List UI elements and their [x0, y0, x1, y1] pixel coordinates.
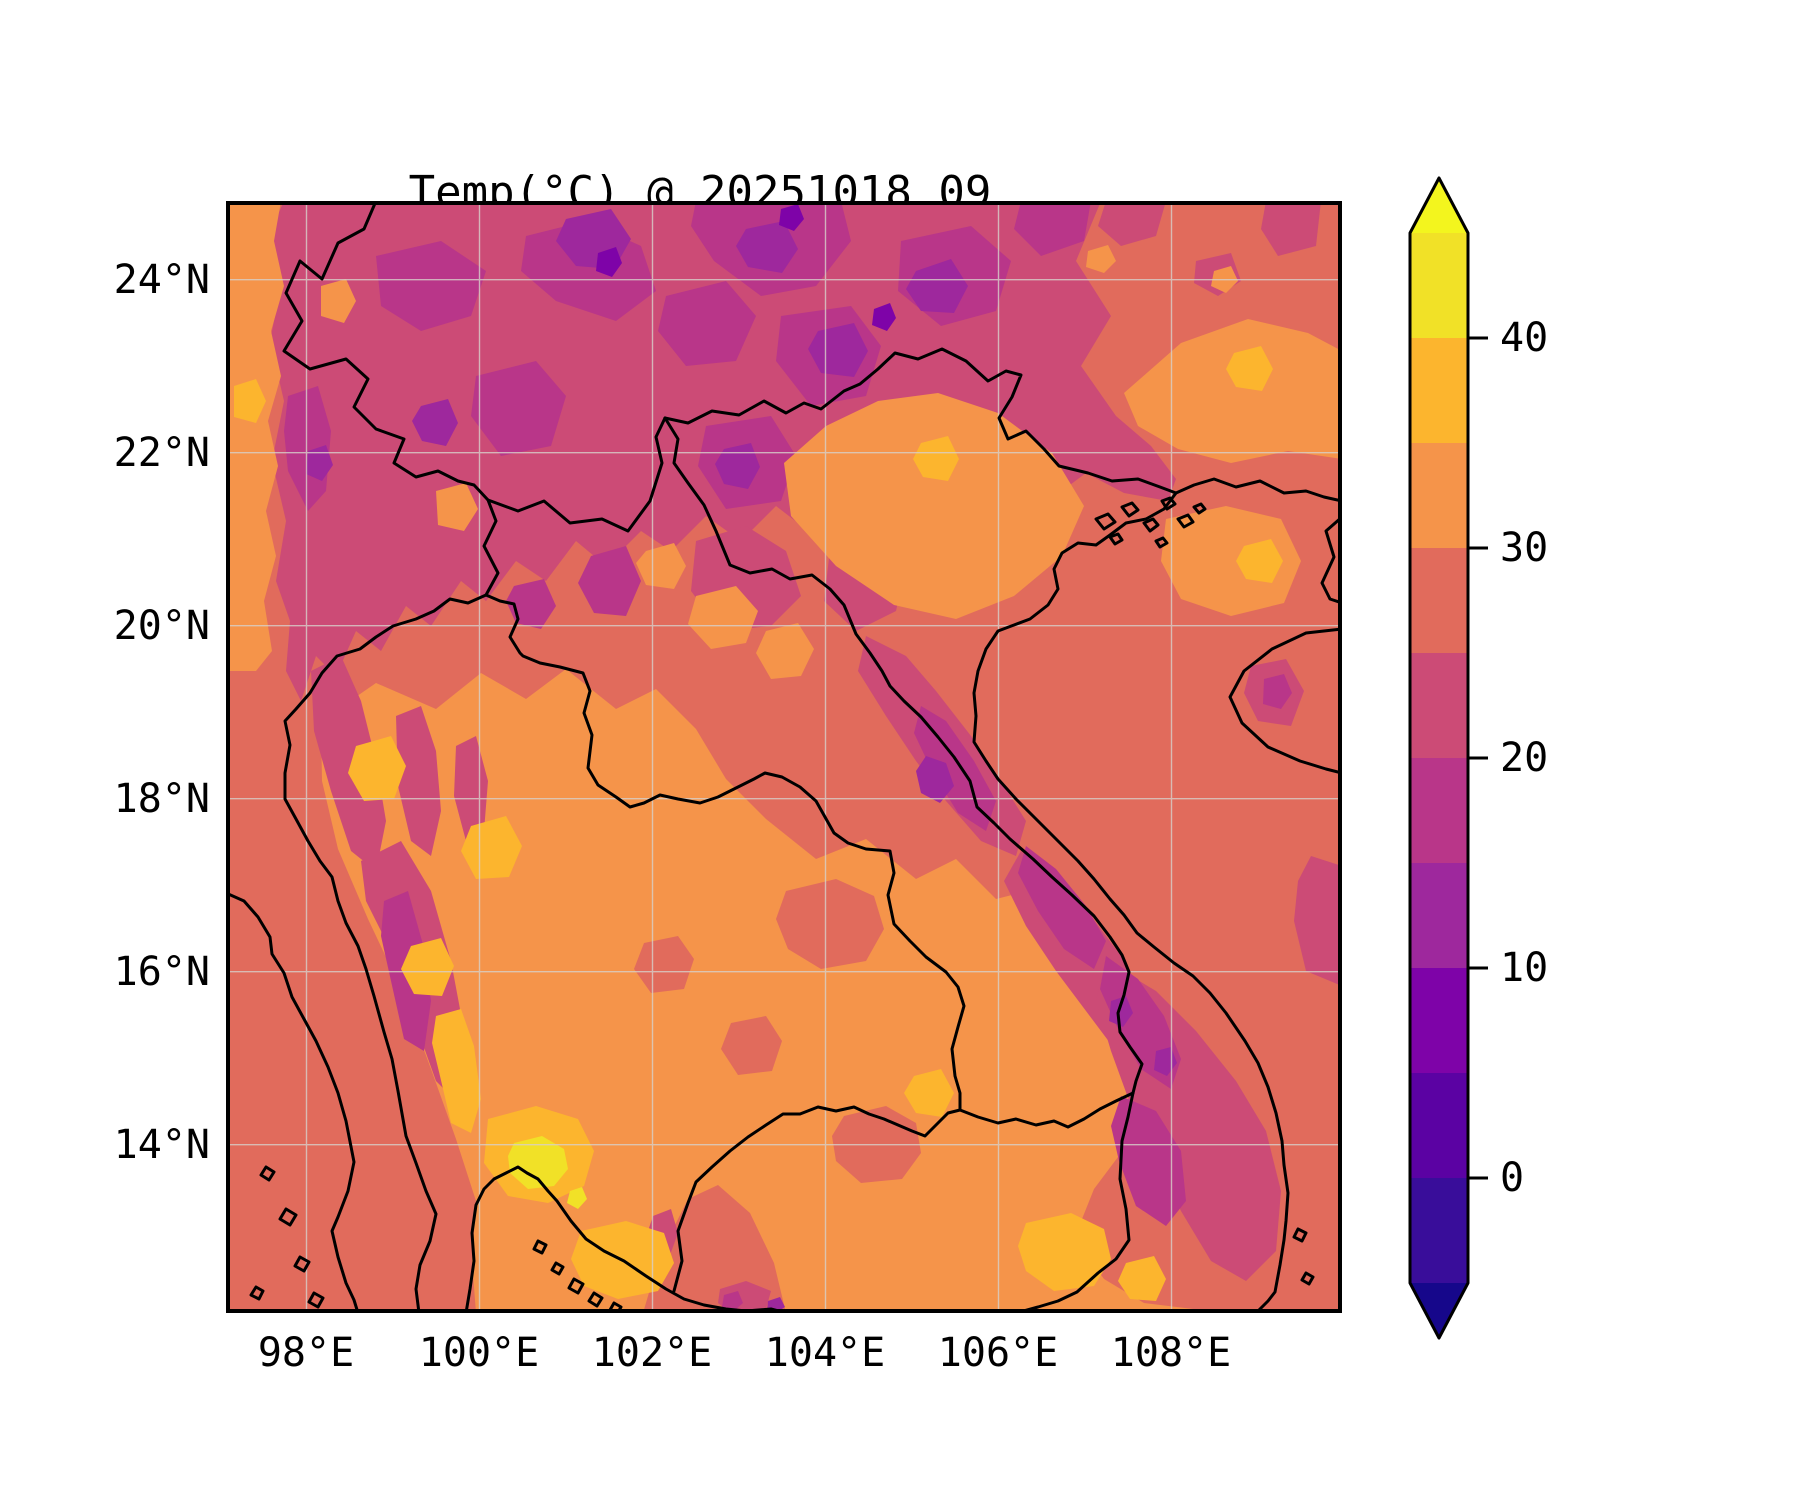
contour-band-5-10 — [596, 204, 896, 331]
xtick-104e: 104°E — [764, 1330, 886, 1376]
graticule — [226, 201, 1342, 1313]
ytick-22n: 22°N — [113, 430, 210, 476]
coast-leizhou — [1320, 515, 1342, 605]
xtick-98e: 98°E — [257, 1330, 355, 1376]
cbtick-10: 10 — [1500, 945, 1549, 991]
coast-vietnam — [972, 491, 1290, 1313]
coast-south-china — [1174, 477, 1342, 503]
xtick-108e: 108°E — [1110, 1330, 1232, 1376]
border-thailand-laos — [484, 593, 966, 1112]
colorbar — [1408, 176, 1488, 1340]
cbtick-20: 20 — [1500, 735, 1549, 781]
border-vietnam-cambodia — [1014, 1091, 1135, 1313]
coast-gulf-of-thailand — [464, 1165, 788, 1313]
colorbar-segments — [1410, 233, 1468, 1283]
border-myanmar-china — [282, 201, 500, 597]
border-china-vietnam — [663, 347, 1178, 495]
ytick-16n: 16°N — [113, 949, 210, 995]
border-china-laos — [486, 416, 667, 533]
gulf-islands — [532, 1239, 623, 1313]
xtick-106e: 106°E — [937, 1330, 1059, 1376]
andaman-islands — [249, 1165, 325, 1309]
halong-bay-islands — [1094, 496, 1207, 549]
contour-band-40-45 — [508, 1136, 587, 1209]
cbtick-40: 40 — [1500, 315, 1549, 361]
map-frame — [226, 201, 1342, 1313]
border-thailand-myanmar — [283, 593, 488, 1313]
ytick-24n: 24°N — [113, 257, 210, 303]
vietnam-offshore-islands — [1292, 1227, 1315, 1286]
temperature-contour-map — [226, 201, 1342, 1313]
colorbar-tick-marks — [1468, 336, 1488, 1180]
ytick-20n: 20°N — [113, 603, 210, 649]
border-thailand-cambodia — [672, 1105, 962, 1293]
border-laos-cambodia — [958, 1091, 1135, 1129]
colorbar-outline — [1408, 176, 1470, 1340]
xtick-100e: 100°E — [418, 1330, 540, 1376]
colorbar-extend-over — [1410, 178, 1468, 233]
ytick-14n: 14°N — [113, 1122, 210, 1168]
colorbar-extend-under — [1410, 1283, 1468, 1338]
border-laos-vietnam — [663, 416, 1144, 1095]
cbtick-0: 0 — [1500, 1155, 1525, 1201]
coastlines-borders — [226, 201, 1342, 1313]
coast-hainan — [1228, 627, 1342, 775]
xtick-102e: 102°E — [591, 1330, 713, 1376]
cbtick-30: 30 — [1500, 525, 1549, 571]
ytick-18n: 18°N — [113, 776, 210, 822]
coast-myanmar — [226, 891, 360, 1313]
